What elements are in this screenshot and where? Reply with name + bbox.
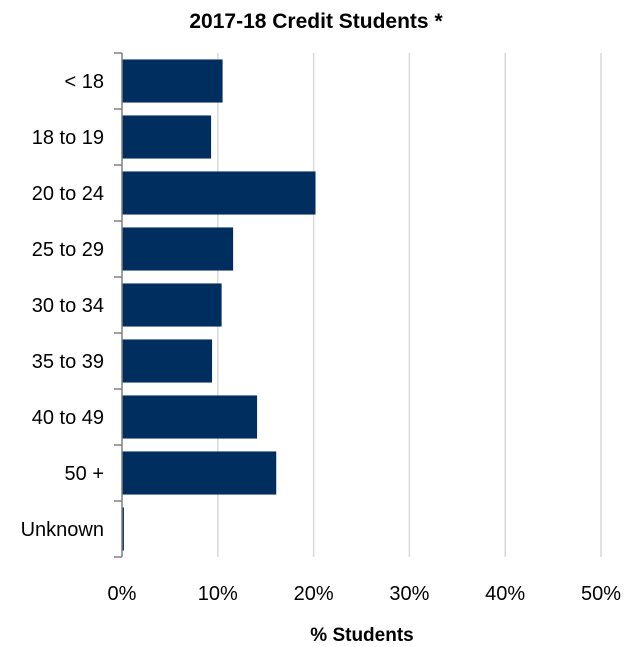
bar [122, 451, 277, 495]
chart-title: 2017-18 Credit Students * [189, 10, 443, 33]
y-tick-label: 30 to 34 [32, 295, 104, 317]
bar [122, 115, 212, 159]
x-axis-title: % Students [310, 625, 413, 646]
y-tick-label: < 18 [65, 71, 104, 93]
y-tick-labels: < 18 18 to 19 20 to 24 25 to 29 30 to 34 35 t… [21, 71, 104, 541]
bar [122, 283, 222, 327]
y-tick-label: 25 to 29 [32, 239, 104, 261]
x-tick-label: 30% [389, 583, 429, 605]
x-tick-label: 20% [294, 583, 334, 605]
x-tick-labels: 0% 10% 20% 30% 40% 50% [108, 583, 622, 605]
bar [122, 395, 258, 439]
x-tick-label: 0% [108, 583, 137, 605]
y-tick-label: 40 to 49 [32, 407, 104, 429]
y-tick-label: 18 to 19 [32, 127, 104, 149]
bar [122, 171, 316, 215]
y-tick-label: Unknown [21, 519, 104, 541]
axes [114, 52, 123, 558]
y-tick-label: 50 + [65, 463, 104, 485]
bar [122, 227, 234, 271]
y-tick-label: 20 to 24 [32, 183, 104, 205]
bar [122, 507, 124, 551]
x-tick-label: 10% [198, 583, 238, 605]
y-tick-label: 35 to 39 [32, 351, 104, 373]
bar [122, 59, 223, 103]
bar [122, 339, 213, 383]
bars [122, 59, 316, 551]
x-tick-label: 50% [581, 583, 621, 605]
x-tick-label: 40% [485, 583, 525, 605]
